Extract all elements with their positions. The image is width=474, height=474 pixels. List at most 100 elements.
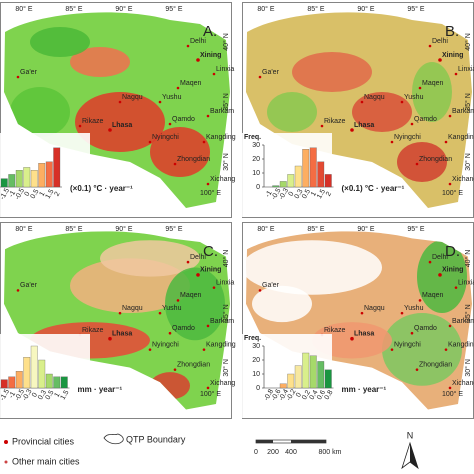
- latitude-label: 40° N: [464, 250, 472, 268]
- bin-label: 1.5: [60, 389, 71, 401]
- city-label: Nyingchi: [152, 341, 179, 348]
- boundary-symbol: [103, 433, 124, 445]
- histogram-bar: [287, 373, 295, 389]
- city-label: Ga'er: [262, 282, 280, 289]
- latitude-label: 35° N: [464, 93, 472, 111]
- city-label: Nagqu: [122, 305, 143, 312]
- city-label: Ga'er: [20, 282, 38, 289]
- legend-other: Other main cities: [12, 456, 80, 466]
- bin-label: 1: [310, 191, 318, 198]
- y-tick-label: 10: [252, 371, 260, 378]
- city-marker: [415, 368, 419, 371]
- city-marker: [16, 75, 20, 79]
- y-tick-label: 10: [252, 170, 260, 177]
- city-label: Barkam: [452, 108, 474, 115]
- city-label: Barkam: [210, 318, 234, 325]
- bin-label: 0.8: [324, 389, 335, 401]
- longitude-label: 90° E: [357, 5, 375, 13]
- city-marker: [390, 348, 394, 351]
- histogram-bar: [60, 376, 68, 389]
- latitude-label: 40° N: [222, 33, 230, 51]
- legend-boundary: QTP Boundary: [126, 434, 186, 444]
- city-label: Ga'er: [20, 69, 38, 76]
- scale-label: 200: [267, 449, 279, 456]
- histogram-bar: [45, 161, 53, 188]
- longitude-label: 95° E: [407, 5, 425, 13]
- bin-label: 0.4: [309, 389, 320, 401]
- city-label: Xining: [200, 267, 221, 274]
- map-region: [292, 52, 372, 92]
- city-marker: [258, 75, 262, 79]
- city-marker: [173, 162, 177, 166]
- histogram-bar: [30, 345, 38, 389]
- city-label: Rikaze: [324, 118, 346, 125]
- city-marker: [400, 311, 404, 315]
- histogram-bar: [302, 149, 310, 188]
- city-marker: [206, 324, 210, 328]
- panel-label: C.: [203, 243, 218, 260]
- city-marker: [196, 58, 200, 62]
- bin-label: -1: [264, 190, 273, 199]
- city-label: Maqen: [422, 292, 444, 299]
- city-label: Zhongdian: [177, 156, 210, 163]
- map-region: [165, 267, 225, 341]
- bin-label: -1.5: [0, 388, 11, 402]
- city-label: Nyingchi: [394, 341, 421, 348]
- city-marker: [448, 386, 452, 390]
- bin-label: 0.6: [316, 389, 327, 401]
- scale-bar: [256, 440, 273, 443]
- latitude-label: 30° N: [464, 153, 472, 171]
- map-panel: A. 80° E 85° E 90° E 95° E 100° E 40° N 35° N 30…: [0, 2, 236, 218]
- city-marker: [350, 128, 354, 132]
- city-marker: [360, 311, 364, 315]
- scale-label: 0: [254, 449, 258, 456]
- latitude-label: 35° N: [222, 304, 230, 322]
- city-marker: [118, 100, 122, 104]
- city-marker: [176, 86, 180, 90]
- longitude-label: 80° E: [15, 5, 33, 13]
- unit-label: mm · year⁻¹: [78, 385, 123, 394]
- longitude-label: 85° E: [307, 225, 325, 233]
- longitude-label: 80° E: [257, 5, 275, 13]
- histogram-bar: [23, 167, 31, 188]
- longitude-label: 90° E: [115, 5, 133, 13]
- city-marker: [418, 299, 422, 302]
- city-label: Zhongdian: [177, 362, 210, 369]
- city-marker: [350, 336, 354, 341]
- histogram-bar: [294, 165, 302, 188]
- city-marker: [258, 289, 262, 292]
- histogram-bar: [15, 170, 23, 188]
- city-marker: [196, 273, 200, 277]
- bin-label: 1: [39, 191, 47, 198]
- bin-label: 0: [24, 191, 32, 198]
- scale-label: 400: [285, 449, 297, 456]
- y-tick-label: 30: [252, 343, 260, 350]
- histogram-bar: [0, 178, 8, 188]
- histogram-bar: [8, 174, 16, 188]
- city-label: Rikaze: [82, 327, 104, 334]
- city-marker: [173, 368, 177, 371]
- histogram-bar: [53, 376, 61, 389]
- map-region: [75, 92, 165, 152]
- map-panel: B. 80° E 85° E 90° E 95° E 100° E 40° N 35° N 30…: [242, 2, 474, 218]
- histogram-bar: [38, 163, 46, 188]
- inset-bg: [242, 334, 332, 418]
- city-marker: [108, 336, 112, 341]
- city-marker: [428, 260, 432, 264]
- longitude-label: 95° E: [165, 5, 183, 13]
- bin-label: -1.5: [0, 187, 11, 201]
- city-marker: [454, 286, 458, 289]
- y-tick-label: 0: [256, 184, 260, 191]
- city-label: Delhi: [190, 38, 206, 45]
- city-label: Linxia: [216, 66, 234, 73]
- histogram-bar: [279, 181, 287, 188]
- map-region: [252, 285, 312, 323]
- map-region: [267, 92, 317, 132]
- bin-label: 2: [325, 191, 333, 198]
- bin-label: -1: [8, 190, 17, 199]
- city-marker: [438, 58, 442, 62]
- city-label: Zhongdian: [419, 362, 452, 369]
- bin-label: 0: [31, 392, 39, 399]
- city-marker: [444, 140, 448, 144]
- legend-provincial: Provincial cities: [12, 436, 75, 446]
